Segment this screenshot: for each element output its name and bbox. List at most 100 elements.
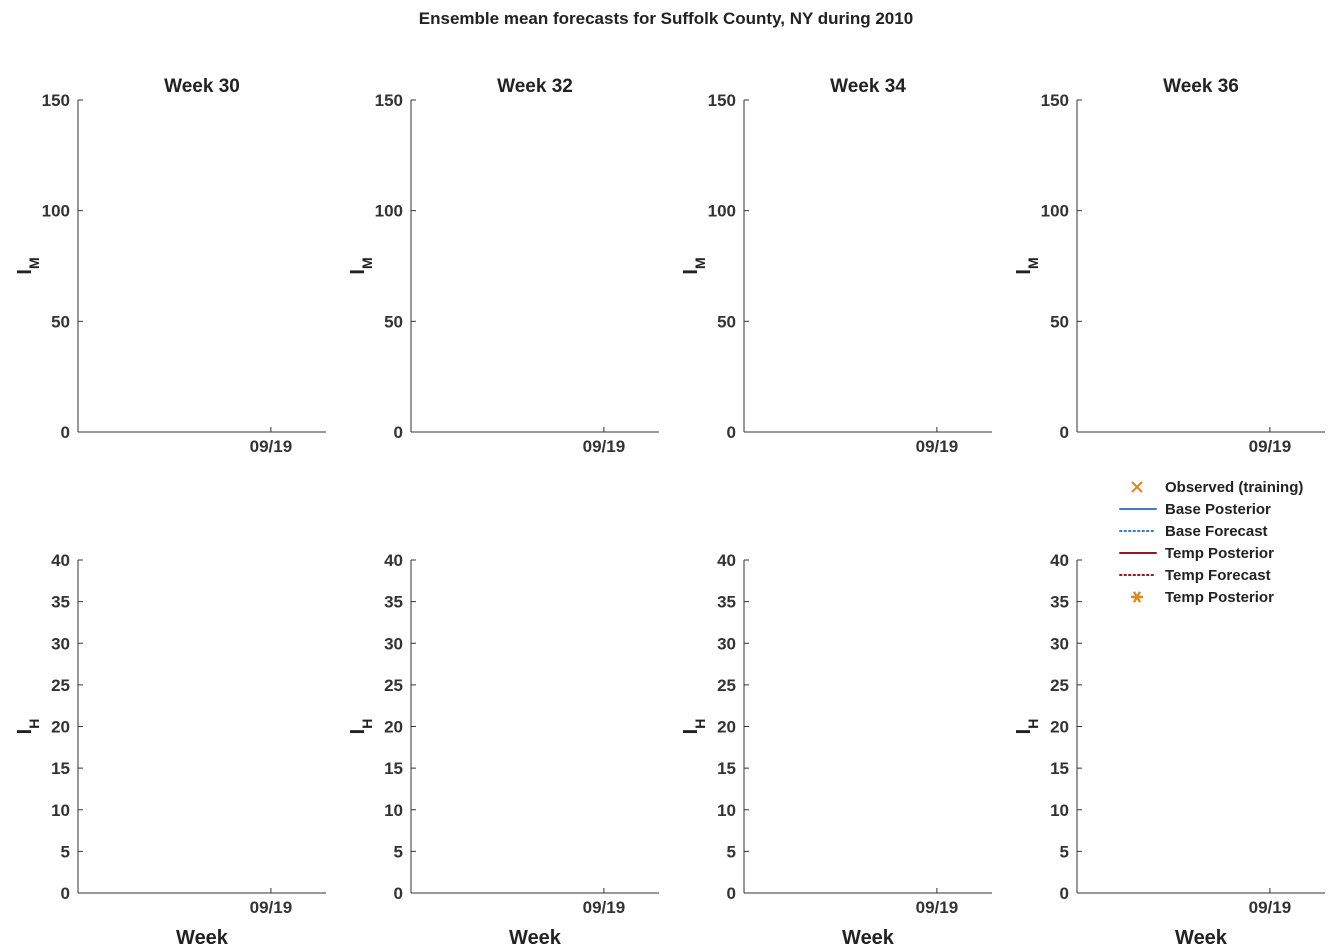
x-tick-label: 09/19 <box>250 437 293 456</box>
x-tick-label: 09/19 <box>583 437 626 456</box>
y-tick-label: 40 <box>51 551 70 570</box>
x-axis-label: Week <box>1175 927 1228 947</box>
x-tick-label: 09/19 <box>250 898 293 917</box>
y-tick-label: 30 <box>717 634 736 653</box>
panel-6: 0 5 10 15 20 25 30 35 40 09/19 Week IH <box>347 551 659 947</box>
y-tick-label: 20 <box>51 718 70 737</box>
y-tick-label: 100 <box>42 202 70 221</box>
y-tick-label: 15 <box>717 759 736 778</box>
x-axis-label: Week <box>842 927 895 947</box>
legend-item: Temp Posterior <box>1131 589 1274 606</box>
y-tick-label: 50 <box>51 312 70 331</box>
y-tick-label: 5 <box>394 842 403 861</box>
y-tick-label: 100 <box>375 202 403 221</box>
legend-item: Temp Posterior <box>1119 545 1274 562</box>
y-tick-label: 100 <box>708 202 736 221</box>
y-tick-label: 0 <box>61 423 70 442</box>
y-tick-label: 15 <box>1050 759 1069 778</box>
legend-label: Temp Forecast <box>1165 567 1271 584</box>
y-tick-label: 35 <box>51 593 70 612</box>
panel-title: Week 34 <box>830 76 906 97</box>
y-tick-label: 20 <box>384 718 403 737</box>
x-tick-label: 09/19 <box>916 437 959 456</box>
y-tick-label: 50 <box>384 312 403 331</box>
y-axis-label: IM <box>1013 257 1041 274</box>
legend-item: Base Posterior <box>1119 501 1271 518</box>
panel-4: 0 50 100 150 09/19 Week 36 IM <box>1013 76 1325 456</box>
y-axis-label-subscript: M <box>26 257 42 269</box>
y-tick-label: 35 <box>1050 593 1069 612</box>
y-axis-label: IM <box>14 257 42 274</box>
legend-label: Base Forecast <box>1165 523 1268 540</box>
y-tick-label: 20 <box>717 718 736 737</box>
y-axis-label: IH <box>347 719 375 735</box>
legend: Observed (training) Base Posterior Base Fo… <box>1119 479 1303 606</box>
y-tick-label: 15 <box>384 759 403 778</box>
legend-item: Temp Forecast <box>1119 567 1271 584</box>
legend-x-marker <box>1131 481 1143 493</box>
y-tick-label: 5 <box>727 842 736 861</box>
y-tick-label: 0 <box>1060 884 1069 903</box>
x-tick-label: 09/19 <box>1249 898 1292 917</box>
y-axis-label-subscript: M <box>1025 257 1041 269</box>
y-tick-label: 35 <box>384 593 403 612</box>
y-tick-label: 150 <box>708 91 736 110</box>
y-tick-label: 25 <box>1050 676 1069 695</box>
y-tick-label: 20 <box>1050 718 1069 737</box>
y-tick-label: 25 <box>717 676 736 695</box>
y-axis-label-subscript: M <box>359 257 375 269</box>
y-tick-label: 5 <box>61 842 70 861</box>
legend-label: Base Posterior <box>1165 501 1271 518</box>
y-tick-label: 5 <box>1060 842 1069 861</box>
y-tick-label: 30 <box>51 634 70 653</box>
y-axis-label: IH <box>1013 719 1041 735</box>
y-axis-label: IM <box>680 257 708 274</box>
y-tick-label: 30 <box>1050 634 1069 653</box>
y-tick-label: 10 <box>1050 801 1069 820</box>
panel-title: Week 32 <box>497 76 573 97</box>
y-tick-label: 10 <box>384 801 403 820</box>
panel-8: 0 5 10 15 20 25 30 35 40 09/19 Week IH <box>1013 551 1325 947</box>
y-tick-label: 40 <box>1050 551 1069 570</box>
y-tick-label: 0 <box>727 423 736 442</box>
y-axis-label: IM <box>347 257 375 274</box>
panel-1: 0 50 100 150 09/19 Week 30 IM <box>14 76 326 456</box>
y-tick-label: 0 <box>1060 423 1069 442</box>
x-tick-label: 09/19 <box>583 898 626 917</box>
legend-asterisk-marker <box>1131 591 1143 603</box>
y-axis-label: IH <box>680 719 708 735</box>
y-tick-label: 30 <box>384 634 403 653</box>
y-tick-label: 10 <box>717 801 736 820</box>
figure-title: Ensemble mean forecasts for Suffolk Coun… <box>419 9 913 28</box>
y-tick-label: 150 <box>375 91 403 110</box>
y-axis-label-subscript: H <box>26 719 42 729</box>
legend-label: Temp Posterior <box>1165 589 1274 606</box>
y-tick-label: 50 <box>717 312 736 331</box>
panel-3: 0 50 100 150 09/19 Week 34 IM <box>680 76 992 456</box>
y-tick-label: 0 <box>727 884 736 903</box>
y-tick-label: 25 <box>51 676 70 695</box>
y-tick-label: 40 <box>717 551 736 570</box>
y-tick-label: 25 <box>384 676 403 695</box>
legend-item: Observed (training) <box>1131 479 1303 496</box>
panel-title: Week 36 <box>1163 76 1239 97</box>
y-axis-label: IH <box>14 719 42 735</box>
y-tick-label: 10 <box>51 801 70 820</box>
y-tick-label: 100 <box>1041 202 1069 221</box>
y-tick-label: 150 <box>1041 91 1069 110</box>
y-axis-label-subscript: H <box>359 719 375 729</box>
y-tick-label: 40 <box>384 551 403 570</box>
legend-item: Base Forecast <box>1119 523 1268 540</box>
y-tick-label: 150 <box>42 91 70 110</box>
y-tick-label: 0 <box>394 423 403 442</box>
y-axis-label-subscript: M <box>692 257 708 269</box>
x-axis-label: Week <box>509 927 562 947</box>
panel-title: Week 30 <box>164 76 240 97</box>
panel-5: 0 5 10 15 20 25 30 35 40 09/19 Week IH <box>14 551 326 947</box>
panel-2: 0 50 100 150 09/19 Week 32 IM <box>347 76 659 456</box>
x-axis-label: Week <box>176 927 229 947</box>
y-tick-label: 0 <box>61 884 70 903</box>
legend-label: Temp Posterior <box>1165 545 1274 562</box>
